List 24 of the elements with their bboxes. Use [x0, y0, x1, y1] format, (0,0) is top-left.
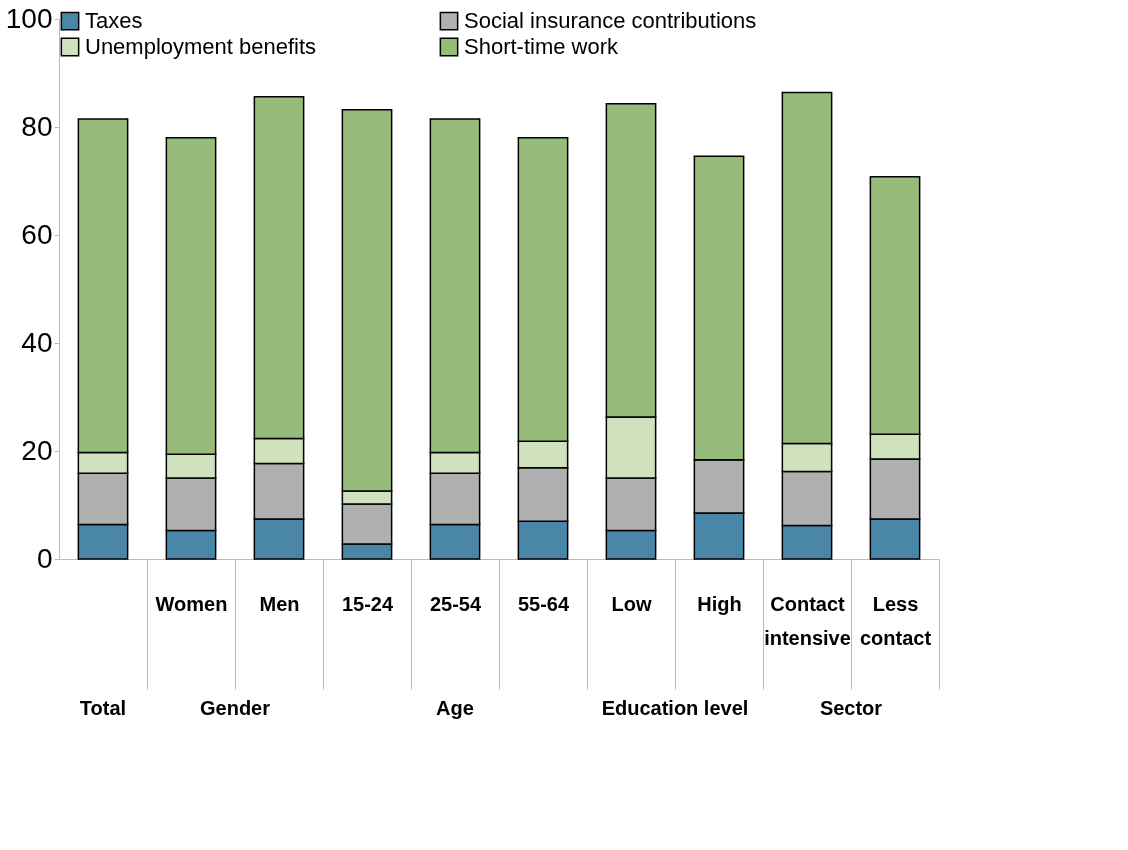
x-tick-label: Women [155, 592, 228, 615]
text: Age [436, 697, 474, 719]
x-tick-label: Men [259, 592, 300, 615]
x-tick-label: Contact intensive [764, 592, 851, 649]
y-tick-label: 100 [5, 2, 53, 34]
text: Education level [601, 697, 749, 719]
legend-label: Short-time work [464, 34, 620, 59]
x-tick-label: Less contact [859, 592, 932, 649]
x-tick-label: 15-24 [341, 592, 394, 615]
legend-label: Unemployment benefits [85, 34, 317, 59]
y-tick-label: 80 [21, 110, 53, 142]
text: Gender [199, 697, 271, 719]
x-tick-label: 55-64 [517, 592, 570, 615]
x-tick-label: High [697, 592, 742, 615]
y-tick-label: 20 [21, 434, 53, 466]
text: Total [79, 697, 127, 719]
legend-label: Social insurance contributions [464, 8, 757, 34]
text: Sector [819, 697, 883, 719]
y-tick-label: 60 [21, 218, 53, 250]
y-tick-label: 40 [21, 326, 53, 358]
x-tick-label: 25-54 [429, 592, 482, 615]
legend-label: Taxes [85, 8, 143, 34]
x-tick-label: Low [611, 592, 652, 615]
y-tick-label: 0 [36, 542, 53, 574]
